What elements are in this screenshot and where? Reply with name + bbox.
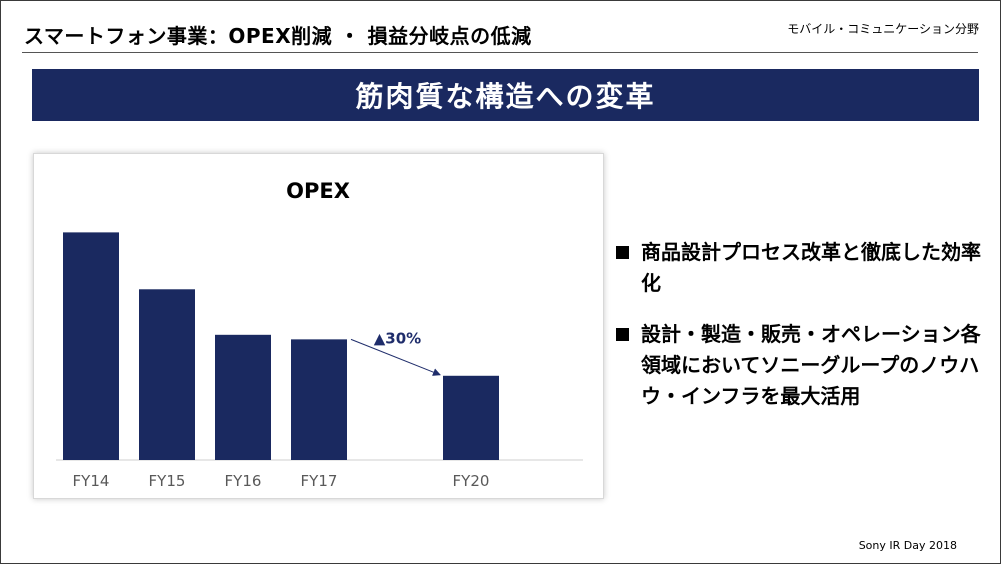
page-title: スマートフォン事業：OPEX削減 ・ 損益分岐点の低減 [24, 24, 532, 48]
x-tick-label: FY17 [301, 472, 338, 490]
reduction-arrow [350, 338, 441, 376]
bar-fy16 [215, 334, 271, 460]
bar-fy17 [291, 339, 347, 460]
bar-fy14 [63, 232, 119, 460]
banner-text: 筋肉質な構造への変革 [355, 80, 656, 113]
division-label: モバイル・コミュニケーション分野 [787, 22, 979, 36]
x-tick-label: FY14 [73, 472, 110, 490]
footer-text: Sony IR Day 2018 [858, 539, 957, 552]
bar-fy15 [139, 289, 195, 460]
reduction-label: ▲30% [374, 329, 421, 347]
bullet-item: 設計・製造・販売・オペレーション各領域においてソニーグループのノウハウ・インフラ… [616, 319, 986, 412]
chart-title: OPEX [286, 179, 350, 203]
bullet-text: 設計・製造・販売・オペレーション各領域においてソニーグループのノウハウ・インフラ… [641, 322, 981, 408]
x-tick-label: FY16 [225, 472, 262, 490]
bar-fy20 [443, 375, 499, 460]
x-tick-label: FY15 [149, 472, 186, 490]
square-bullet-icon [616, 328, 629, 341]
bullet-text: 商品設計プロセス改革と徹底した効率化 [641, 240, 981, 295]
x-tick-label: FY20 [453, 472, 490, 490]
title-underline [22, 52, 978, 53]
bullet-item: 商品設計プロセス改革と徹底した効率化 [616, 237, 986, 299]
square-bullet-icon [616, 246, 629, 259]
opex-chart-svg: OPEX FY14 FY15 FY16 FY17 FY20 ▲30% [56, 179, 583, 490]
bullet-list: 商品設計プロセス改革と徹底した効率化 設計・製造・販売・オペレーション各領域にお… [616, 237, 986, 432]
banner: 筋肉質な構造への変革 [32, 69, 979, 121]
opex-chart: OPEX FY14 FY15 FY16 FY17 FY20 ▲30% [33, 153, 604, 499]
